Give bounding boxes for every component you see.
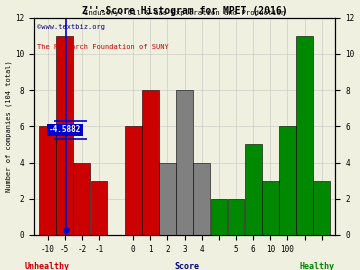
Bar (228, 199, 244, 235)
Text: Industry: Oil & Gas Exploration and Production: Industry: Oil & Gas Exploration and Prod… (84, 9, 285, 16)
Bar (56, 36, 73, 235)
Title: Z''-Score Histogram for MPET (2016): Z''-Score Histogram for MPET (2016) (82, 6, 287, 16)
Text: ©www.textbiz.org: ©www.textbiz.org (37, 24, 105, 30)
Bar (39, 126, 56, 235)
Bar (262, 181, 279, 235)
Text: Healthy: Healthy (299, 262, 334, 270)
Text: The Research Foundation of SUNY: The Research Foundation of SUNY (37, 44, 168, 50)
Text: Unhealthy: Unhealthy (24, 262, 69, 270)
Text: -4.5882: -4.5882 (49, 126, 81, 134)
Bar (125, 126, 141, 235)
Bar (142, 90, 159, 235)
Bar (193, 163, 210, 235)
Bar (313, 181, 330, 235)
Bar (73, 163, 90, 235)
Text: Score: Score (175, 262, 200, 270)
Bar (159, 163, 176, 235)
Bar (296, 36, 313, 235)
Bar (279, 126, 296, 235)
Bar (90, 181, 107, 235)
Y-axis label: Number of companies (104 total): Number of companies (104 total) (5, 60, 12, 192)
Bar (211, 199, 227, 235)
Bar (245, 144, 262, 235)
Bar (176, 90, 193, 235)
